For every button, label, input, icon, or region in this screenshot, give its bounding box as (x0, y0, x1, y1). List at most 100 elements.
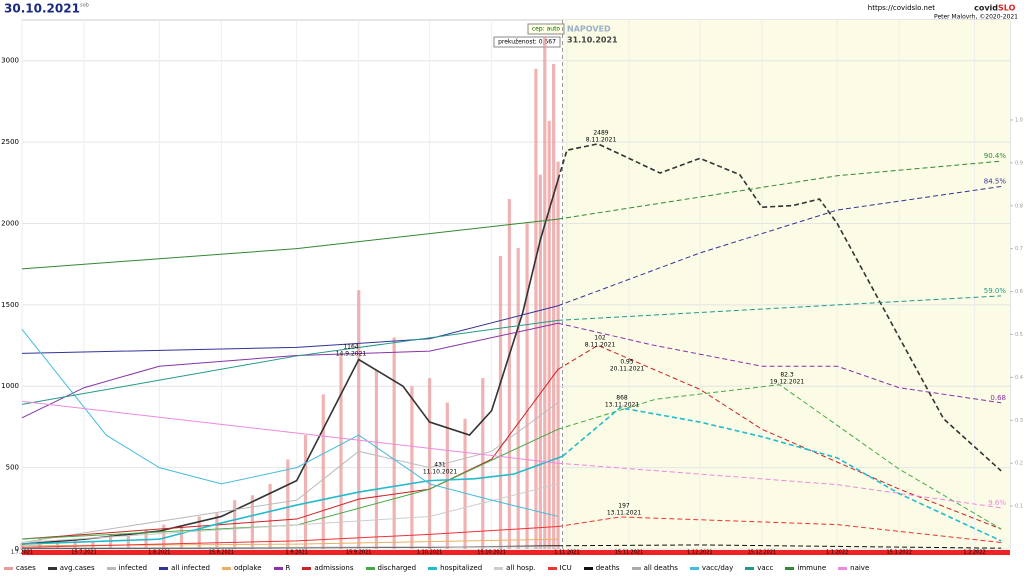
legend-swatch (785, 566, 795, 570)
annotation-value: 82.3 (780, 372, 794, 379)
x-tick-label: 15.1.2022 (887, 550, 912, 556)
legend-item[interactable]: ICU (547, 564, 572, 572)
series-line (21, 428, 559, 540)
case-bar (392, 337, 396, 549)
case-bar (507, 199, 511, 550)
legend-swatch (547, 566, 557, 570)
legend-label: naive (850, 564, 870, 572)
legend-item[interactable]: admissions (302, 564, 354, 572)
immunity: prekuženost: 0.567 (498, 39, 556, 46)
x-tick-label: 15.12.2021 (748, 550, 777, 556)
legend-swatch (631, 566, 641, 570)
series-line (557, 143, 1002, 472)
legend-swatch (106, 566, 116, 570)
x-tick-label: 15.9.2021 (346, 550, 371, 556)
series-line (21, 322, 559, 419)
legend-item[interactable]: odplake (222, 564, 262, 572)
legend-item[interactable]: infected (106, 564, 148, 572)
case-bar (534, 68, 538, 549)
legend-swatch (273, 566, 283, 570)
case-bar (73, 539, 77, 549)
series-line (21, 455, 563, 545)
y2-tick-label: 0.7 (1015, 246, 1023, 252)
legend-item[interactable]: vacc (745, 564, 773, 572)
legend-item[interactable]: immune (785, 564, 826, 572)
title: 30.10.2021 (4, 2, 80, 16)
forecast-label: NAPOVED (567, 25, 611, 34)
case-bar (516, 247, 520, 549)
mode-box (527, 23, 565, 35)
legend-label: vacc/day (701, 564, 734, 572)
case-bar (233, 500, 237, 549)
y2-tick-label: 0.1 (1015, 504, 1023, 510)
legend-label: deaths (595, 564, 620, 572)
legend-item[interactable]: deaths (583, 564, 620, 572)
case-bar (538, 174, 542, 549)
legend-item[interactable]: cases (4, 564, 36, 572)
legend-swatch (4, 566, 13, 570)
series-line (557, 344, 1002, 530)
case-bar (525, 223, 529, 549)
case-bar (215, 513, 219, 549)
legend-item[interactable]: all hosp. (494, 564, 536, 572)
annotation-value: 431 (434, 462, 446, 469)
series-line (558, 516, 1002, 543)
end-label: 9.6% (988, 499, 1006, 507)
brand: covid (974, 4, 998, 13)
legend-item[interactable]: all deaths (631, 564, 678, 572)
x-tick-label: 1.12.2021 (687, 550, 712, 556)
case-bar (543, 36, 547, 550)
legend-item[interactable]: R (273, 564, 290, 572)
url: https://covidslo.net (868, 4, 935, 12)
x-tick-label: 1.10.2021 (417, 550, 442, 556)
x-tick-label: 15.8.2021 (209, 550, 234, 556)
x-tick-label: 1.9.2021 (286, 550, 308, 556)
legend-item[interactable]: all infected (159, 564, 210, 572)
series-line (557, 185, 1002, 307)
y-tick-label: 2000 (1, 219, 19, 227)
legend-label: avg.cases (59, 564, 95, 572)
x-tick-label: 15.11.2021 (615, 550, 644, 556)
legend-swatch (745, 566, 755, 570)
series-line (21, 483, 559, 543)
y2-tick-label: 0.2 (1015, 461, 1023, 467)
legend-item[interactable]: naive (838, 564, 869, 572)
legend-item[interactable]: vacc/day (689, 564, 734, 572)
annotation-date: 11.10.2021 (423, 469, 458, 476)
legend-label: infected (118, 564, 148, 572)
series-line (21, 218, 559, 270)
case-bar (286, 459, 290, 549)
y-tick-label: 0 (15, 545, 19, 553)
series-line (557, 384, 1002, 530)
x-tick-label: 1.8.2021 (148, 550, 170, 556)
series-line (21, 179, 559, 545)
forecast-area (562, 20, 1010, 549)
legend-label: immune (797, 564, 827, 572)
legend-item[interactable]: avg.cases (47, 564, 95, 572)
case-bar (428, 378, 432, 549)
case-bar (303, 435, 308, 549)
series-line (21, 546, 559, 549)
y2-tick-label: 0.5 (1015, 332, 1023, 338)
end-label: 84.5% (984, 177, 1007, 185)
case-bar (547, 120, 551, 549)
legend-swatch (302, 566, 312, 570)
end-label: 90.4% (984, 152, 1007, 160)
legend-label: hospitalized (440, 564, 483, 572)
annotation-date: 14.9.2021 (336, 351, 367, 358)
x-tick-label: 1.11.2021 (554, 550, 579, 556)
legend-item[interactable]: hospitalized (428, 564, 482, 572)
case-bar (179, 526, 184, 549)
forecast-date: 31.10.2021 (567, 36, 618, 45)
series-line (21, 319, 559, 405)
legend-swatch (583, 566, 593, 570)
legend-label: all hosp. (506, 564, 536, 572)
legend-swatch (428, 566, 438, 570)
annotation-value: 102 (594, 335, 606, 342)
y2-tick-label: 1.0 (1015, 117, 1023, 123)
author: Peter Malovrh, ©2020-2021 (934, 14, 1018, 21)
end-label: 59.0% (984, 287, 1007, 295)
annotation-value: 0.95 (620, 359, 634, 366)
legend-item[interactable]: discharged (365, 564, 416, 572)
annotation-date: 20.11.2021 (610, 366, 645, 373)
